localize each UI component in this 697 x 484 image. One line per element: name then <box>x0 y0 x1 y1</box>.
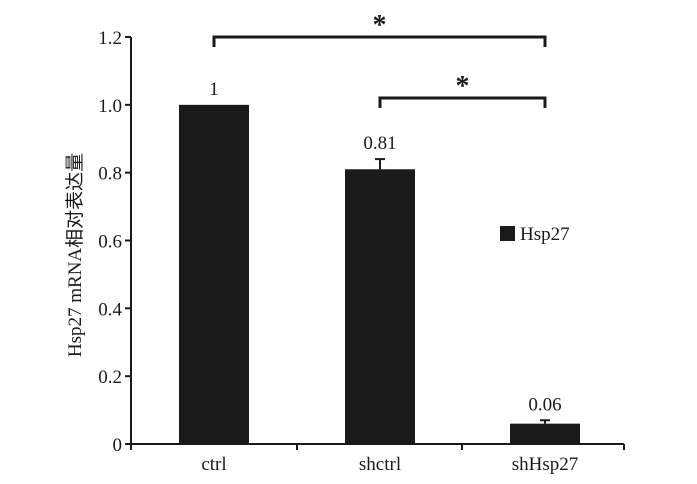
legend-swatch <box>500 226 515 241</box>
significance-star: * <box>456 71 470 102</box>
x-tick-label: ctrl <box>201 454 226 475</box>
bars: 1 0.81 0.06 <box>179 79 580 444</box>
y-tick-label: 0.2 <box>98 367 122 388</box>
y-tick-label: 0.4 <box>98 299 122 320</box>
data-label: 1 <box>209 79 219 100</box>
significance-brackets: ** <box>212 10 547 108</box>
x-tick-label: shHsp27 <box>512 454 579 475</box>
y-tick-label: 0 <box>113 435 123 456</box>
x-axis: ctrl shctrl shHsp27 <box>130 443 625 475</box>
bar <box>179 104 249 444</box>
y-axis: 0 0.2 0.4 0.6 0.8 1.0 1.2 <box>98 28 132 456</box>
data-label: 0.06 <box>528 394 561 415</box>
y-tick-label: 0.6 <box>98 232 122 253</box>
legend: Hsp27 <box>500 224 570 245</box>
bar <box>345 169 415 444</box>
data-label: 0.81 <box>363 133 396 154</box>
y-tick-label: 0.8 <box>98 164 122 185</box>
y-tick-label: 1.2 <box>98 28 122 49</box>
legend-label: Hsp27 <box>520 224 570 245</box>
y-tick-label: 1.0 <box>98 96 122 117</box>
significance-bracket <box>378 96 547 108</box>
y-axis-label: Hsp27 mRNA相对表达量 <box>64 153 86 357</box>
significance-star: * <box>373 10 387 41</box>
significance-bracket <box>212 35 547 47</box>
x-tick-label: shctrl <box>359 454 401 475</box>
bar <box>510 423 580 444</box>
